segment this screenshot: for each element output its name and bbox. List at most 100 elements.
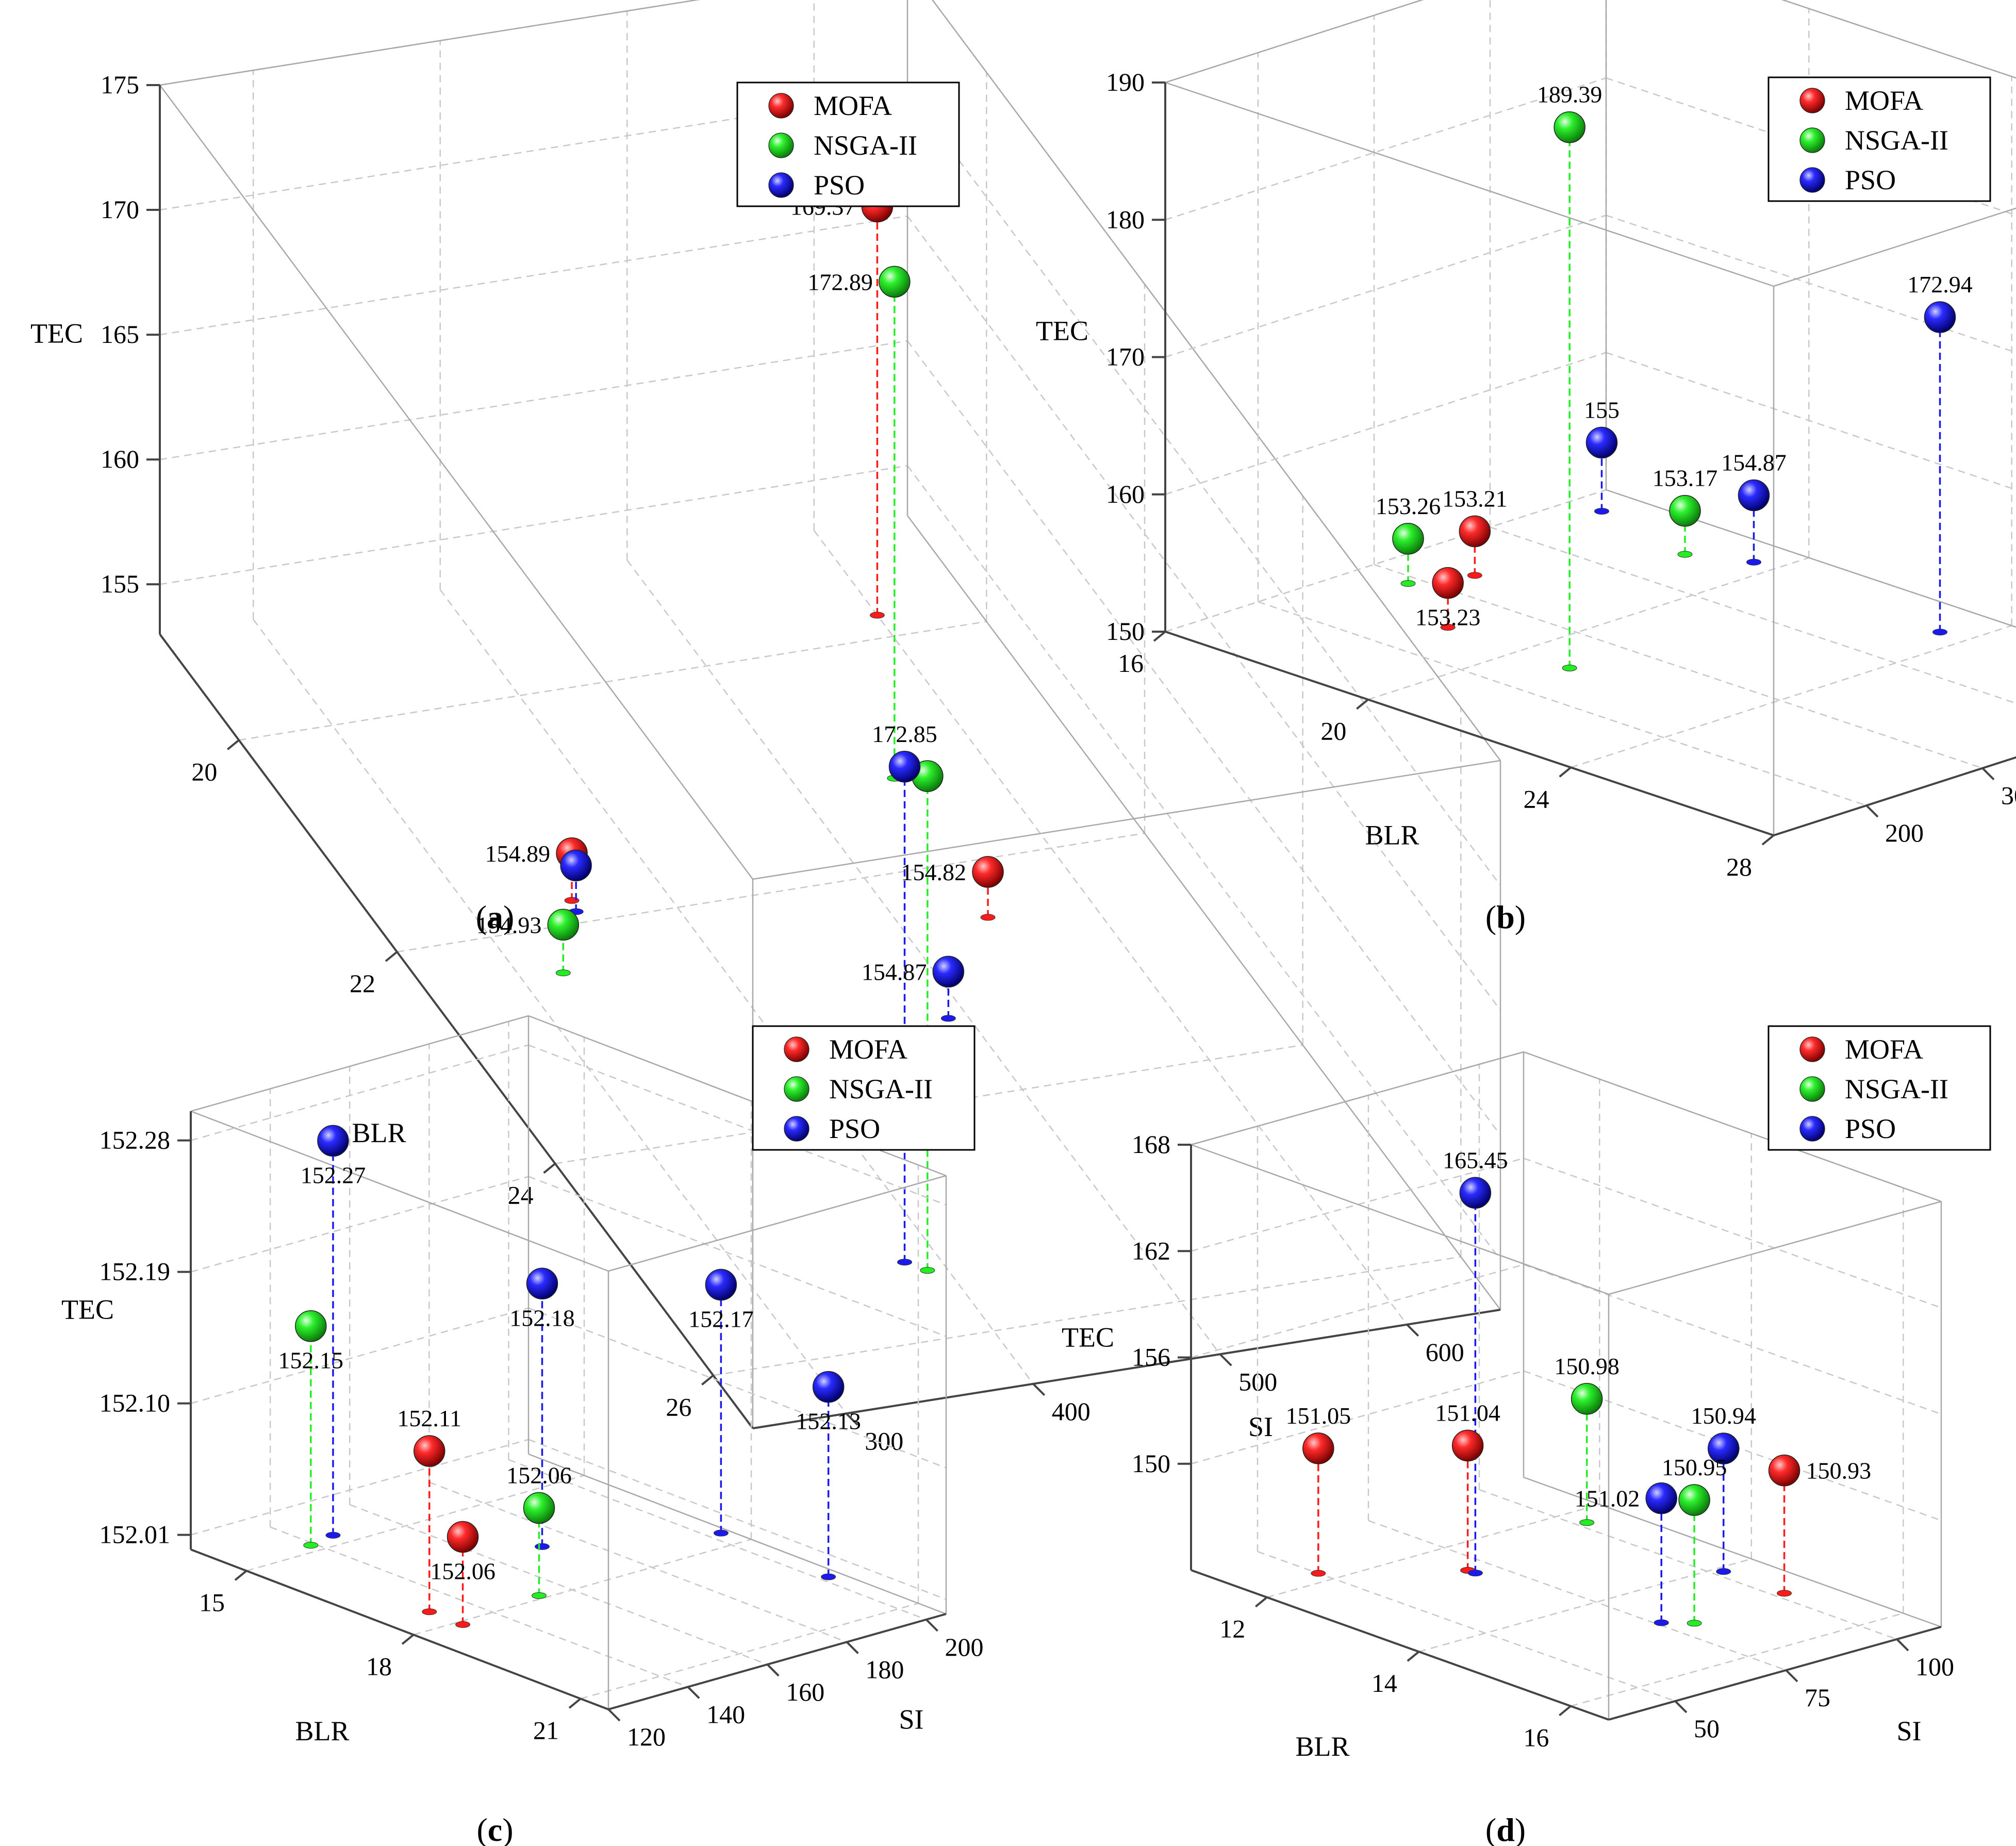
drop-shadow — [980, 914, 996, 921]
frame-edge — [608, 1175, 947, 1272]
point-mofa — [447, 1521, 479, 1553]
y-tick — [926, 1619, 938, 1632]
legend-label: PSO — [1845, 164, 1896, 195]
drop-shadow — [1746, 558, 1761, 566]
grid-line — [439, 589, 1034, 1384]
legend-marker — [784, 1116, 809, 1142]
y-tick-label: 75 — [1805, 1683, 1830, 1712]
frame-edge — [1608, 1200, 1942, 1295]
legend-label: NSGA-II — [1845, 1074, 1948, 1105]
data-label: 152.06 — [430, 1558, 495, 1585]
frame-edge — [1606, 489, 2016, 628]
data-label: 151.04 — [1435, 1399, 1500, 1426]
legend-marker — [1799, 1076, 1825, 1102]
point-pso — [317, 1125, 349, 1157]
grid-line — [1165, 215, 1607, 358]
grid-line — [555, 1044, 1303, 1164]
panel-label: (d) — [1485, 1811, 1526, 1846]
x-axis-line — [190, 1548, 609, 1710]
frame-edge — [1781, 0, 2016, 79]
y-tick-label: 400 — [1052, 1397, 1090, 1426]
grid-line — [626, 559, 1221, 1355]
y-tick-label: 300 — [865, 1426, 903, 1455]
y-axis-title: SI — [1248, 1411, 1273, 1442]
drop-shadow — [1562, 665, 1577, 672]
grid-line — [349, 1504, 768, 1666]
point-nsga-ii — [547, 909, 580, 941]
grid-line — [159, 0, 701, 86]
legend-marker — [784, 1036, 809, 1062]
grid-line — [580, 1603, 919, 1700]
data-label: 172.94 — [1907, 271, 1973, 298]
y-tick-label: 300 — [2001, 781, 2016, 810]
data-label: 153.23 — [1415, 604, 1481, 631]
y-tick-label: 50 — [1694, 1714, 1720, 1743]
legend-marker — [768, 172, 794, 198]
z-tick-label: 150 — [1106, 617, 1145, 646]
z-tick-label: 168 — [1132, 1130, 1170, 1159]
point-pso — [1738, 479, 1770, 512]
point-pso — [1707, 1432, 1740, 1464]
y-tick-label: 200 — [1885, 818, 1924, 847]
z-tick-label: 152.28 — [100, 1126, 171, 1155]
grid-line — [253, 619, 847, 1414]
grid-line — [1266, 1504, 1600, 1598]
grid-line — [1165, 77, 1607, 221]
legend-marker — [1799, 1116, 1825, 1142]
grid-line — [1165, 0, 1424, 84]
drop-shadow — [1579, 1519, 1595, 1526]
drop-shadow — [1467, 1570, 1483, 1577]
x-tick-label: 24 — [508, 1181, 534, 1210]
z-tick-label: 152.01 — [100, 1520, 171, 1549]
y-tick-label: 180 — [865, 1655, 904, 1684]
x-tick-label: 14 — [1371, 1669, 1397, 1697]
grid-line — [159, 90, 908, 211]
point-pso — [705, 1268, 737, 1301]
legend-marker — [1799, 88, 1825, 113]
z-tick-label: 170 — [1106, 342, 1145, 371]
x-axis-line — [159, 633, 754, 1429]
grid-line — [713, 1256, 1461, 1376]
y-tick — [1674, 1700, 1688, 1713]
y-axis-line — [1608, 1626, 1942, 1721]
z-axis-title: TEC — [30, 318, 83, 349]
data-label: 154.82 — [901, 859, 967, 885]
z-tick-label: 165 — [101, 320, 139, 349]
drop-shadow — [821, 1573, 836, 1580]
x-axis-line — [1165, 631, 1774, 836]
point-nsga-ii — [1669, 495, 1701, 527]
y-tick — [687, 1686, 700, 1699]
x-axis-line — [1191, 1569, 1609, 1721]
drop-shadow — [1777, 1590, 1792, 1597]
drop-shadow — [325, 1531, 341, 1539]
point-mofa — [1302, 1432, 1334, 1464]
data-label: 150.93 — [1806, 1458, 1872, 1484]
z-tick-label: 190 — [1106, 68, 1145, 96]
data-label: 150.95 — [1662, 1454, 1727, 1480]
z-tick-label: 152.10 — [100, 1389, 171, 1418]
grid-line — [159, 340, 908, 460]
grid-line — [428, 1481, 847, 1643]
drop-shadow — [1400, 580, 1416, 587]
x-tick-label: 15 — [199, 1588, 225, 1617]
point-mofa — [972, 856, 1004, 888]
y-tick-label: 140 — [706, 1700, 745, 1728]
drop-shadow — [713, 1529, 729, 1537]
data-label: 151.02 — [1575, 1486, 1640, 1512]
drop-shadow — [940, 1015, 956, 1022]
x-tick-label: 26 — [666, 1392, 691, 1421]
x-tick — [385, 951, 398, 962]
point-pso — [1459, 1177, 1492, 1209]
x-tick-label: 16 — [1523, 1723, 1549, 1752]
data-label: 150.98 — [1554, 1353, 1620, 1379]
y-axis-line — [752, 1309, 1501, 1429]
drop-shadow — [1932, 629, 1947, 636]
frame-edge — [1773, 207, 2016, 287]
drop-shadow — [455, 1621, 471, 1628]
grid-line — [1165, 489, 1607, 633]
x-tick-label: 28 — [1726, 852, 1752, 881]
point-mofa — [1451, 1429, 1484, 1462]
legend-label: NSGA-II — [1845, 125, 1948, 156]
point-mofa — [1432, 567, 1464, 599]
x-tick — [234, 1570, 247, 1581]
